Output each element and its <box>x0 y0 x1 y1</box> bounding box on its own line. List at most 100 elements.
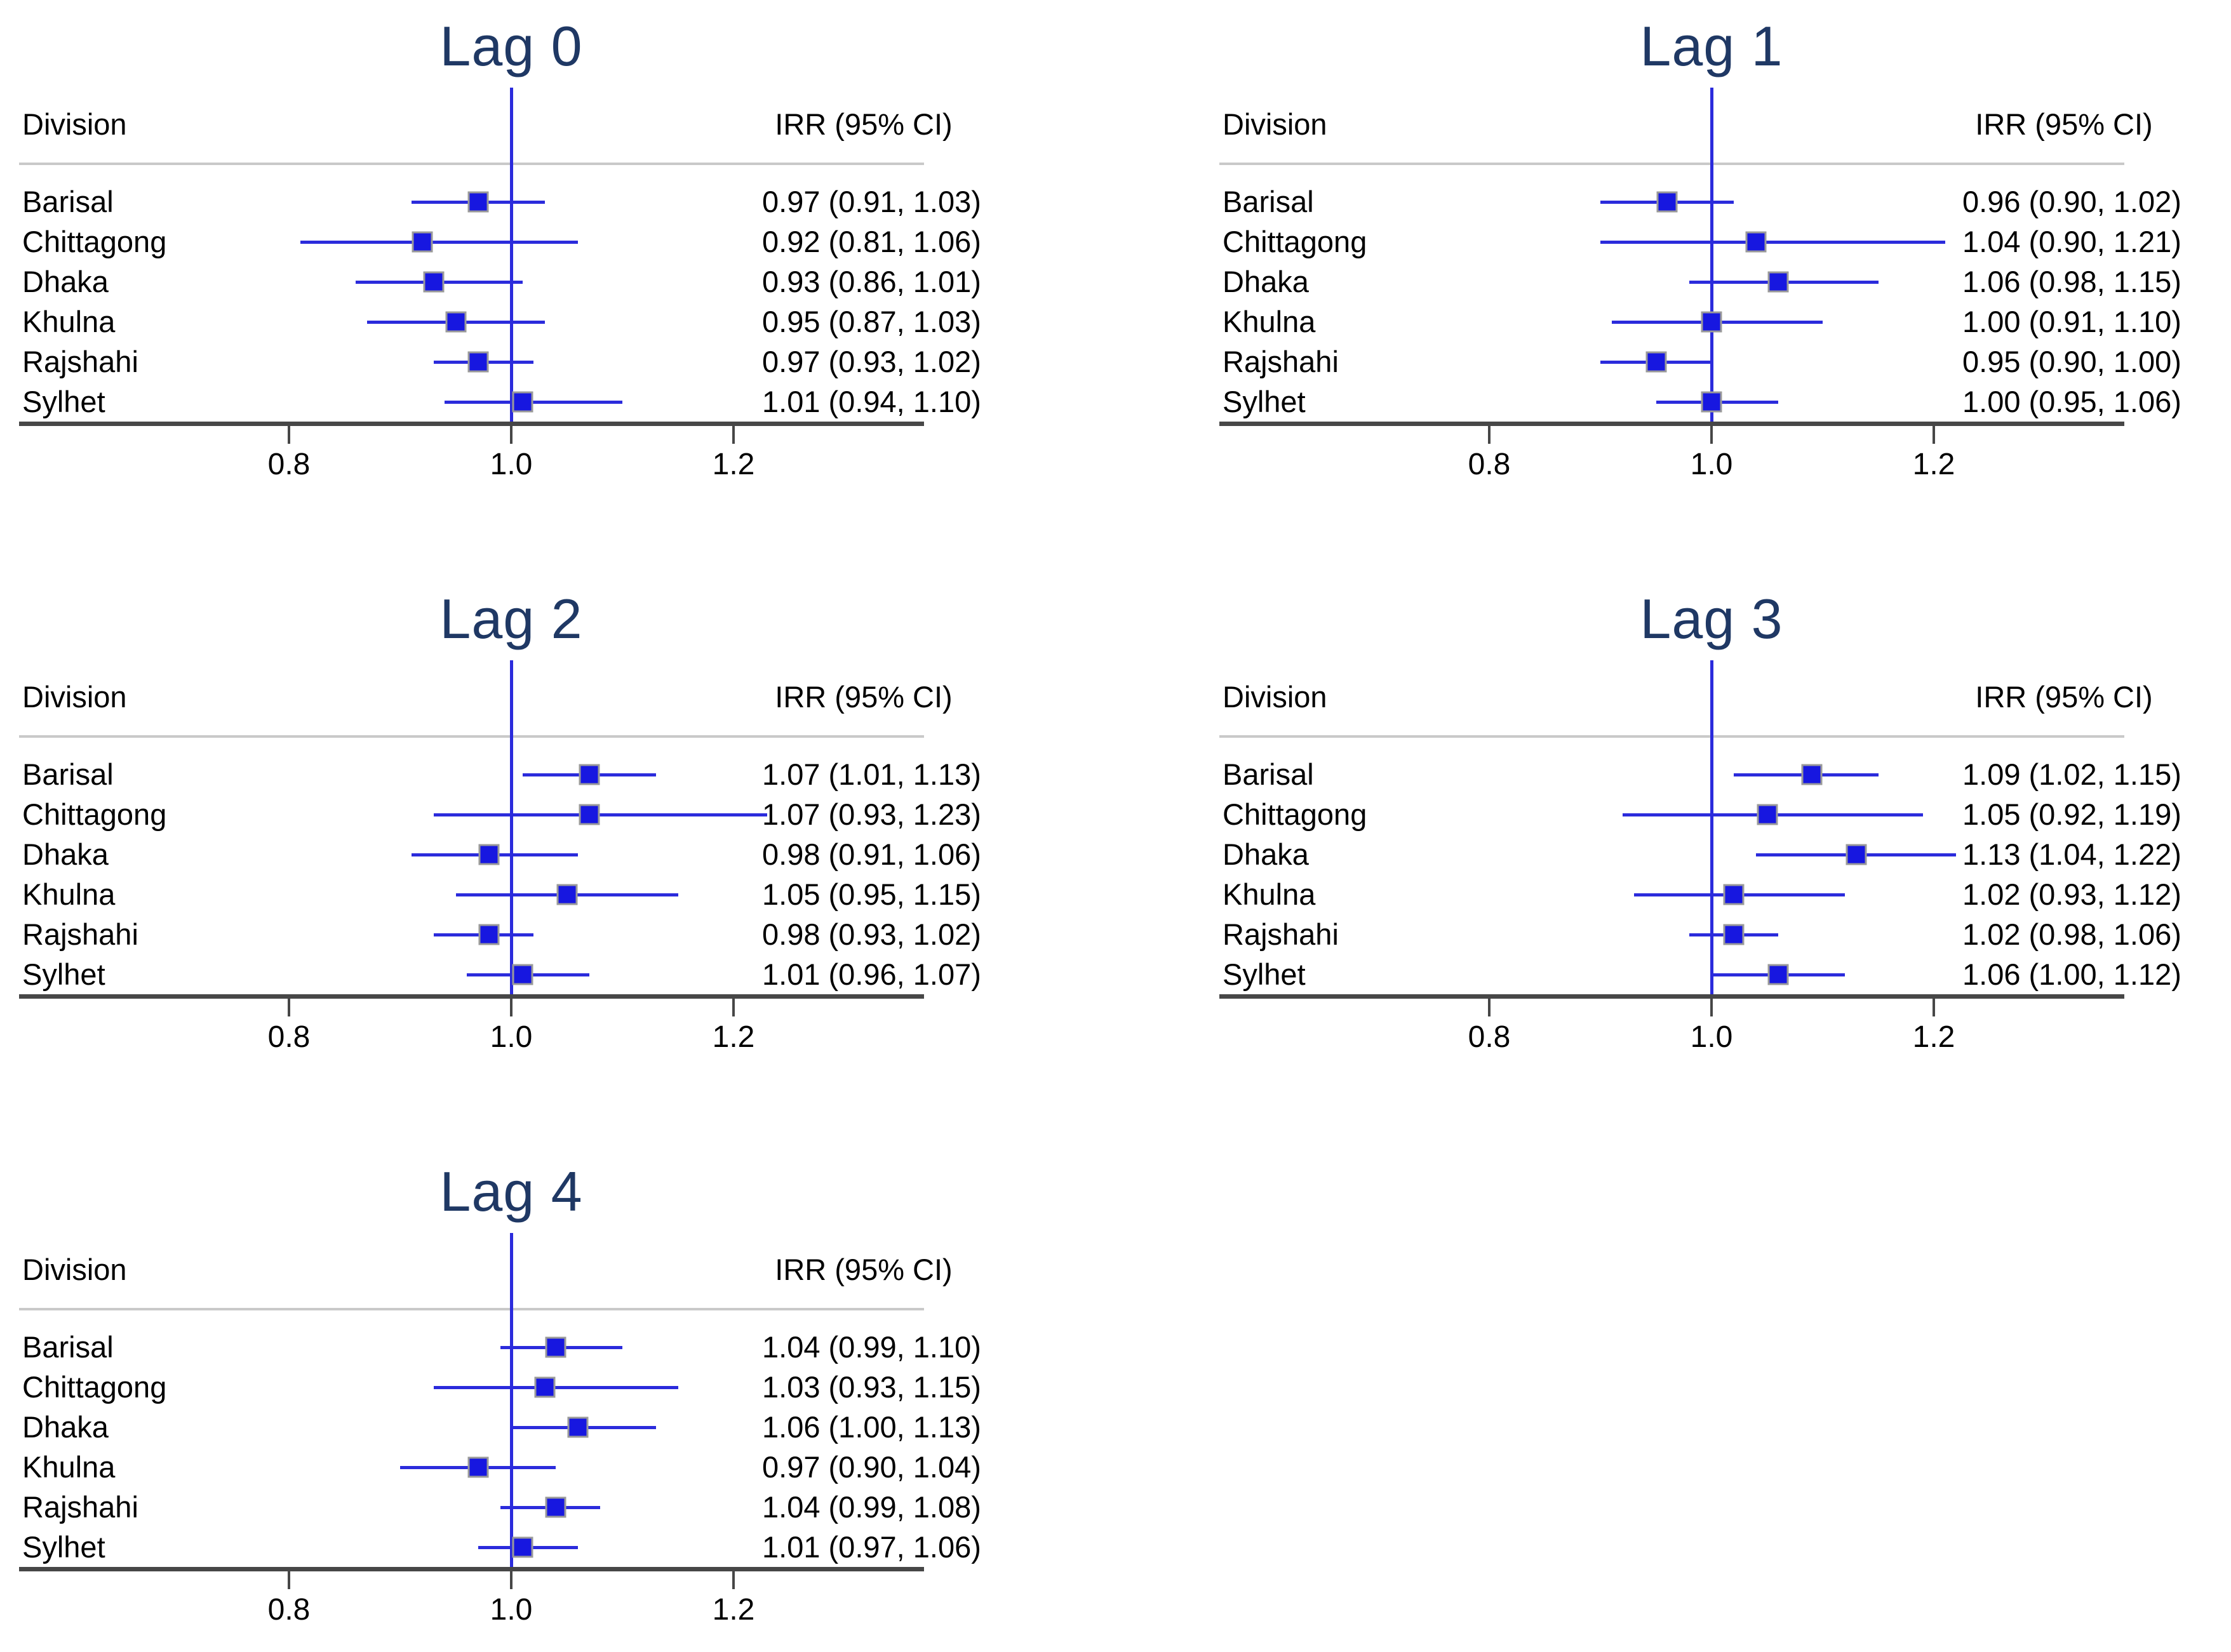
irr-column-header: IRR (95% CI) <box>1975 680 2153 714</box>
division-label: Sylhet <box>1223 385 1306 418</box>
irr-ci-value: 1.04 (0.99, 1.08) <box>762 1490 981 1524</box>
x-axis-tick-label: 1.0 <box>1690 448 1733 481</box>
division-label: Chittagong <box>22 225 167 258</box>
header-separator-line <box>1219 735 2124 738</box>
forest-panel: Lag 4 Division IRR (95% CI) 0.8 1.0 1.2 Bar… <box>0 1145 1016 1652</box>
header-separator-line <box>19 1308 924 1310</box>
division-column-header: Division <box>22 107 127 141</box>
division-label: Barisal <box>22 757 114 791</box>
irr-point-marker <box>1701 311 1722 333</box>
forest-panel: Lag 0 Division IRR (95% CI) 0.8 1.0 1.2 Bar… <box>0 0 1016 527</box>
x-axis-tick <box>510 426 513 444</box>
division-label: Sylhet <box>22 385 105 418</box>
division-label: Barisal <box>1223 757 1314 791</box>
ci-whisker <box>1600 241 1945 244</box>
reference-line <box>1710 88 1713 425</box>
irr-point-marker <box>567 1416 589 1438</box>
irr-ci-value: 0.95 (0.87, 1.03) <box>762 305 981 338</box>
irr-ci-value: 1.06 (0.98, 1.15) <box>1962 265 2181 298</box>
ci-whisker <box>300 241 578 244</box>
x-axis-tick <box>732 1571 735 1589</box>
division-label: Sylhet <box>22 957 105 991</box>
forest-panel: Lag 3 Division IRR (95% CI) 0.8 1.0 1.2 Bar… <box>1200 573 2216 1100</box>
irr-point-marker <box>467 1456 488 1478</box>
irr-ci-value: 0.97 (0.91, 1.03) <box>762 185 981 218</box>
x-axis-tick-label: 0.8 <box>267 1020 311 1054</box>
panel-title: Lag 4 <box>439 1160 583 1223</box>
irr-ci-value: 1.05 (0.95, 1.15) <box>762 877 981 911</box>
irr-column-header: IRR (95% CI) <box>1975 107 2153 141</box>
irr-ci-value: 1.06 (1.00, 1.13) <box>762 1410 981 1444</box>
division-label: Khulna <box>1223 877 1316 911</box>
irr-ci-value: 0.98 (0.93, 1.02) <box>762 917 981 951</box>
x-axis-tick-label: 1.2 <box>1912 448 1955 481</box>
reference-line <box>510 1233 513 1571</box>
irr-point-marker <box>445 311 466 333</box>
irr-point-marker <box>1645 351 1666 373</box>
division-column-header: Division <box>22 1253 127 1286</box>
header-separator-line <box>19 163 924 165</box>
division-label: Khulna <box>22 877 116 911</box>
forest-panel: Lag 1 Division IRR (95% CI) 0.8 1.0 1.2 Bar… <box>1200 0 2216 527</box>
irr-point-marker <box>467 351 488 373</box>
irr-point-marker <box>1757 804 1778 825</box>
x-axis-tick <box>732 426 735 444</box>
x-axis-tick-label: 1.0 <box>1690 1020 1733 1054</box>
x-axis-tick-label: 0.8 <box>267 448 311 481</box>
irr-ci-value: 1.01 (0.94, 1.10) <box>762 385 981 418</box>
x-axis-tick <box>288 426 290 444</box>
x-axis-tick <box>1933 999 1935 1016</box>
division-label: Dhaka <box>22 1410 109 1444</box>
irr-ci-value: 1.00 (0.91, 1.10) <box>1962 305 2181 338</box>
division-label: Barisal <box>22 185 114 218</box>
division-label: Chittagong <box>1223 797 1367 831</box>
irr-point-marker <box>512 1536 533 1558</box>
irr-point-marker <box>545 1336 566 1358</box>
division-label: Chittagong <box>1223 225 1367 258</box>
division-label: Sylhet <box>22 1530 105 1564</box>
irr-point-marker <box>478 844 500 865</box>
x-axis-tick-label: 0.8 <box>1468 448 1511 481</box>
irr-point-marker <box>1801 764 1822 785</box>
division-label: Khulna <box>22 305 116 338</box>
reference-line <box>510 660 513 998</box>
irr-ci-value: 1.01 (0.97, 1.06) <box>762 1530 981 1564</box>
reference-line <box>1710 660 1713 998</box>
x-axis-tick-label: 1.2 <box>712 1593 755 1627</box>
division-column-header: Division <box>1223 680 1327 714</box>
division-label: Sylhet <box>1223 957 1306 991</box>
irr-point-marker <box>579 804 600 825</box>
irr-point-marker <box>512 391 533 413</box>
x-axis-tick <box>510 1571 513 1589</box>
irr-ci-value: 0.97 (0.93, 1.02) <box>762 345 981 378</box>
forest-panel: Lag 2 Division IRR (95% CI) 0.8 1.0 1.2 Bar… <box>0 573 1016 1100</box>
x-axis-tick-label: 1.2 <box>1912 1020 1955 1054</box>
irr-point-marker <box>412 231 433 253</box>
irr-ci-value: 1.03 (0.93, 1.15) <box>762 1370 981 1404</box>
ci-whisker <box>433 813 767 816</box>
irr-ci-value: 1.09 (1.02, 1.15) <box>1962 757 2181 791</box>
division-label: Rajshahi <box>22 917 138 951</box>
irr-ci-value: 1.07 (0.93, 1.23) <box>762 797 981 831</box>
division-label: Dhaka <box>22 837 109 871</box>
x-axis-tick-label: 1.0 <box>490 448 533 481</box>
division-label: Rajshahi <box>1223 345 1339 378</box>
division-label: Rajshahi <box>22 345 138 378</box>
header-separator-line <box>1219 163 2124 165</box>
panel-title: Lag 1 <box>1640 15 1783 77</box>
division-label: Khulna <box>22 1450 116 1484</box>
x-axis-line <box>19 1567 924 1571</box>
x-axis-tick-label: 1.0 <box>490 1593 533 1627</box>
irr-point-marker <box>1846 844 1866 865</box>
x-axis-tick-label: 0.8 <box>267 1593 311 1627</box>
division-label: Dhaka <box>22 265 109 298</box>
x-axis-tick <box>1933 426 1935 444</box>
irr-point-marker <box>534 1376 555 1398</box>
x-axis-line <box>1219 422 2124 426</box>
panel-title: Lag 2 <box>439 587 583 650</box>
panel-title: Lag 3 <box>1640 587 1783 650</box>
division-label: Chittagong <box>22 1370 167 1404</box>
irr-ci-value: 1.05 (0.92, 1.19) <box>1962 797 2181 831</box>
irr-point-marker <box>423 271 444 293</box>
